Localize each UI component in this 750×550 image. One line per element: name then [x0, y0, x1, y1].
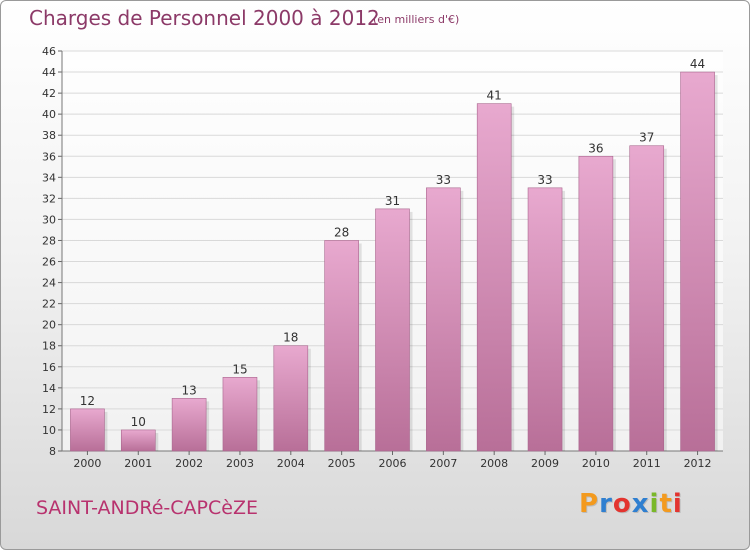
x-tick-label: 2001: [124, 457, 152, 470]
bar-value-label: 41: [487, 89, 502, 103]
y-tick-label: 8: [49, 445, 56, 458]
bar-value-label: 44: [690, 57, 705, 71]
y-tick-label: 26: [42, 256, 56, 269]
x-tick-label: 2003: [226, 457, 254, 470]
bar: [324, 240, 359, 452]
bar: [273, 345, 309, 452]
y-tick-label: 16: [42, 361, 56, 374]
chart-subtitle: (en milliers d'€): [373, 13, 460, 26]
logo-letter: i: [672, 489, 683, 519]
proxiti-logo[interactable]: Proxiti: [579, 489, 683, 519]
x-tick-label: 2006: [379, 457, 407, 470]
y-tick-label: 46: [42, 45, 56, 58]
x-tick-label: 2005: [328, 457, 356, 470]
logo-letter: r: [599, 489, 613, 519]
x-tick-label: 2009: [531, 457, 559, 470]
logo-letter: o: [612, 489, 632, 519]
bar: [70, 408, 105, 452]
bar: [527, 187, 563, 452]
bar-value-label: 28: [334, 225, 349, 239]
bar: [222, 377, 258, 452]
logo-letter: i: [649, 489, 660, 519]
y-tick-label: 18: [42, 340, 56, 353]
x-tick-label: 2011: [633, 457, 661, 470]
commune-name: SAINT-ANDRé-CAPCèZE: [36, 497, 258, 519]
bar: [426, 187, 461, 452]
bar-value-label: 10: [131, 415, 146, 429]
bar-value-label: 13: [181, 383, 196, 397]
logo-letter: t: [659, 489, 673, 519]
x-tick-label: 2004: [277, 457, 305, 470]
bar-value-label: 33: [537, 173, 552, 187]
y-tick-label: 10: [42, 424, 56, 437]
bar: [171, 398, 207, 452]
x-tick-label: 2000: [73, 457, 101, 470]
y-tick-label: 42: [42, 87, 56, 100]
x-tick-label: 2008: [480, 457, 508, 470]
y-tick-label: 34: [42, 171, 56, 184]
x-tick-label: 2002: [175, 457, 203, 470]
bar: [629, 145, 665, 452]
bar: [476, 103, 512, 452]
x-tick-label: 2012: [684, 457, 712, 470]
y-tick-label: 30: [42, 213, 56, 226]
bar-value-label: 15: [232, 362, 247, 376]
y-tick-label: 20: [42, 319, 56, 332]
bar-value-label: 12: [80, 394, 95, 408]
logo-letter: P: [579, 489, 600, 519]
bar-value-label: 36: [588, 141, 603, 155]
chart-title: Charges de Personnel 2000 à 2012: [29, 6, 380, 30]
y-tick-label: 14: [42, 382, 56, 395]
x-tick-label: 2007: [429, 457, 457, 470]
x-tick-label: 2010: [582, 457, 610, 470]
bar-value-label: 31: [385, 194, 400, 208]
y-tick-label: 32: [42, 192, 56, 205]
logo-letter: x: [631, 489, 650, 519]
bar: [578, 155, 614, 452]
bar: [375, 208, 410, 452]
y-tick-label: 40: [42, 108, 56, 121]
y-tick-label: 22: [42, 298, 56, 311]
bar: [680, 71, 715, 452]
y-tick-label: 38: [42, 129, 56, 142]
y-tick-label: 12: [42, 403, 56, 416]
y-tick-label: 36: [42, 150, 56, 163]
y-tick-label: 28: [42, 234, 56, 247]
bar-value-label: 37: [639, 131, 654, 145]
bar-value-label: 18: [283, 331, 298, 345]
y-tick-label: 24: [42, 277, 56, 290]
bar: [120, 429, 156, 452]
bar-value-label: 33: [436, 173, 451, 187]
y-tick-label: 44: [42, 66, 56, 79]
